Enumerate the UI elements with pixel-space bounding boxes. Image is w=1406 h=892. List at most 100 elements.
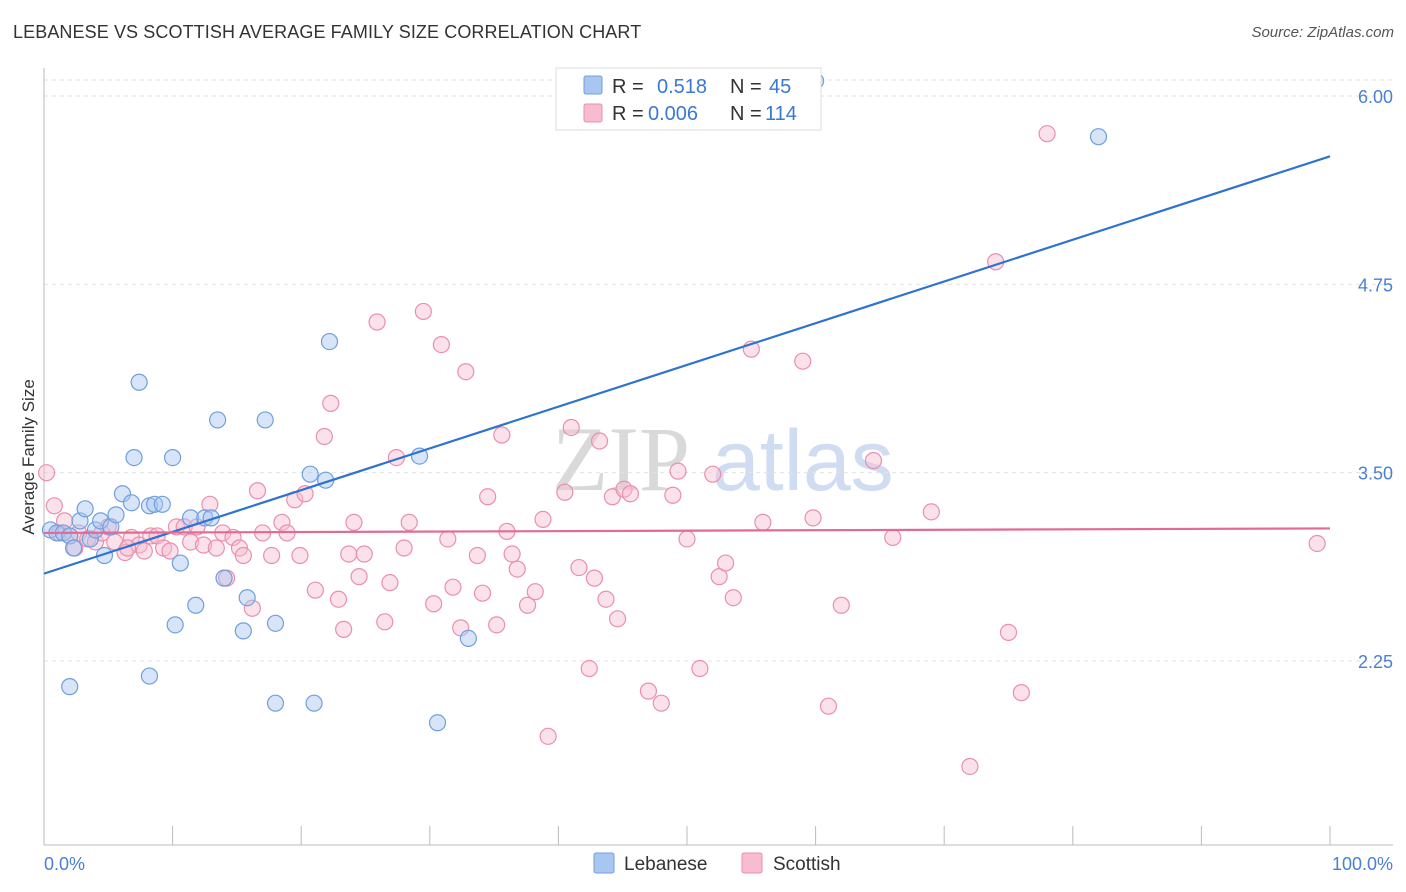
lebanese-point-36 bbox=[320, 332, 339, 351]
scottish-point-21 bbox=[175, 518, 193, 536]
lebanese-point-12 bbox=[107, 506, 125, 524]
scottish-point-71 bbox=[518, 596, 537, 614]
x-tick-label-end: 100.0% bbox=[1332, 854, 1393, 874]
legend-n-value-lebanese: 45 bbox=[769, 76, 791, 98]
scottish-point-109 bbox=[961, 757, 979, 776]
scottish-point-70 bbox=[508, 560, 526, 578]
scottish-point-86 bbox=[639, 682, 658, 700]
lebanese-point-39 bbox=[459, 629, 477, 648]
lebanese-point-30 bbox=[256, 411, 274, 429]
scottish-point-106 bbox=[999, 623, 1018, 641]
scottish-point-58 bbox=[432, 336, 450, 354]
scottish-point-1 bbox=[45, 497, 63, 515]
legend-r-label-lebanese: R = bbox=[612, 76, 644, 98]
scottish-point-90 bbox=[678, 530, 696, 548]
scottish-point-41 bbox=[306, 581, 324, 599]
scottish-point-102 bbox=[864, 452, 883, 470]
scottish-point-42 bbox=[315, 427, 333, 446]
scottish-point-57 bbox=[425, 595, 443, 613]
legend-n-label-scottish: N = bbox=[730, 103, 762, 125]
lebanese-trend-line bbox=[43, 155, 1331, 575]
lebanese-point-34 bbox=[305, 694, 323, 712]
scottish-point-26 bbox=[207, 539, 225, 557]
lebanese-point-15 bbox=[130, 373, 148, 391]
scottish-point-108 bbox=[1038, 125, 1056, 143]
lebanese-point-26 bbox=[209, 411, 227, 429]
scottish-point-92 bbox=[704, 465, 722, 483]
legend-r-value-lebanese: 0.518 bbox=[657, 76, 707, 98]
lebanese-point-23 bbox=[187, 596, 205, 614]
scottish-point-50 bbox=[368, 313, 386, 331]
scottish-point-55 bbox=[400, 513, 418, 531]
scottish-point-74 bbox=[539, 727, 557, 745]
scottish-point-72 bbox=[526, 583, 544, 601]
scottish-point-24 bbox=[194, 536, 213, 554]
lebanese-point-7 bbox=[81, 530, 99, 548]
scottish-point-107 bbox=[1012, 684, 1030, 702]
scottish-point-78 bbox=[580, 659, 598, 678]
legend-n-label-lebanese: N = bbox=[730, 76, 762, 98]
scottish-point-19 bbox=[161, 542, 179, 560]
scottish-point-43 bbox=[322, 394, 340, 412]
watermark: ZIP atlas bbox=[552, 408, 894, 510]
lebanese-point-21 bbox=[171, 554, 189, 572]
scottish-point-0 bbox=[37, 464, 56, 482]
scottish-point-32 bbox=[243, 599, 261, 617]
watermark-atlas: atlas bbox=[712, 413, 894, 509]
correlation-legend: R = 0.518 N = 45 R = 0.006 N = 114 bbox=[555, 67, 822, 131]
lebanese-point-38 bbox=[428, 714, 447, 732]
source-credit: Source: ZipAtlas.com bbox=[1251, 24, 1394, 41]
scottish-point-62 bbox=[457, 363, 475, 381]
scottish-point-45 bbox=[335, 620, 353, 638]
legend-r-value-scottish: 0.006 bbox=[648, 103, 698, 125]
lebanese-point-4 bbox=[64, 539, 83, 557]
scottish-point-104 bbox=[922, 503, 940, 521]
scottish-point-31 bbox=[234, 546, 252, 565]
scottish-point-56 bbox=[414, 302, 432, 321]
bottom-legend-swatch-lebanese bbox=[593, 852, 615, 874]
scottish-point-94 bbox=[716, 554, 735, 572]
scottish-point-83 bbox=[608, 610, 627, 628]
scottish-point-51 bbox=[376, 613, 394, 631]
scottish-point-95 bbox=[724, 589, 742, 607]
lebanese-points bbox=[41, 72, 1108, 732]
y-tick-labels: 2.25 3.50 4.75 6.00 bbox=[1358, 87, 1393, 672]
scottish-point-101 bbox=[832, 596, 850, 614]
lebanese-point-41 bbox=[125, 449, 143, 467]
scottish-point-33 bbox=[248, 482, 267, 500]
y-tick-label-1: 3.50 bbox=[1358, 464, 1393, 484]
lebanese-point-6 bbox=[76, 500, 94, 518]
scottish-point-60 bbox=[444, 578, 462, 596]
scottish-point-52 bbox=[381, 574, 399, 592]
bottom-legend-label-scottish: Scottish bbox=[773, 854, 841, 875]
scottish-point-36 bbox=[273, 513, 291, 531]
scottish-point-39 bbox=[291, 546, 309, 565]
scottish-point-29 bbox=[224, 528, 242, 547]
scottish-point-88 bbox=[664, 486, 682, 504]
scottish-point-15 bbox=[135, 542, 153, 560]
lebanese-point-28 bbox=[234, 622, 252, 640]
scottish-point-66 bbox=[488, 616, 506, 634]
scottish-point-65 bbox=[479, 488, 497, 506]
lebanese-point-44 bbox=[1089, 128, 1108, 146]
scottish-point-110 bbox=[1308, 534, 1326, 553]
scottish-point-64 bbox=[473, 584, 492, 602]
lebanese-point-32 bbox=[266, 694, 285, 712]
lebanese-point-29 bbox=[238, 589, 256, 607]
scottish-point-80 bbox=[590, 432, 609, 450]
bottom-legend-label-lebanese: Lebanese bbox=[624, 854, 707, 875]
y-tick-label-2: 4.75 bbox=[1358, 275, 1393, 295]
scottish-point-76 bbox=[562, 418, 580, 437]
scottish-point-63 bbox=[468, 546, 486, 565]
scottish-point-87 bbox=[652, 694, 670, 712]
scottish-point-22 bbox=[182, 533, 200, 551]
scottish-point-81 bbox=[597, 590, 615, 608]
scottish-point-69 bbox=[503, 545, 521, 563]
lebanese-point-14 bbox=[122, 494, 141, 512]
scottish-point-98 bbox=[794, 352, 812, 370]
scottish-point-48 bbox=[350, 568, 368, 586]
scottish-point-47 bbox=[345, 513, 363, 531]
scottish-point-8 bbox=[86, 533, 105, 551]
lebanese-point-31 bbox=[266, 614, 285, 632]
